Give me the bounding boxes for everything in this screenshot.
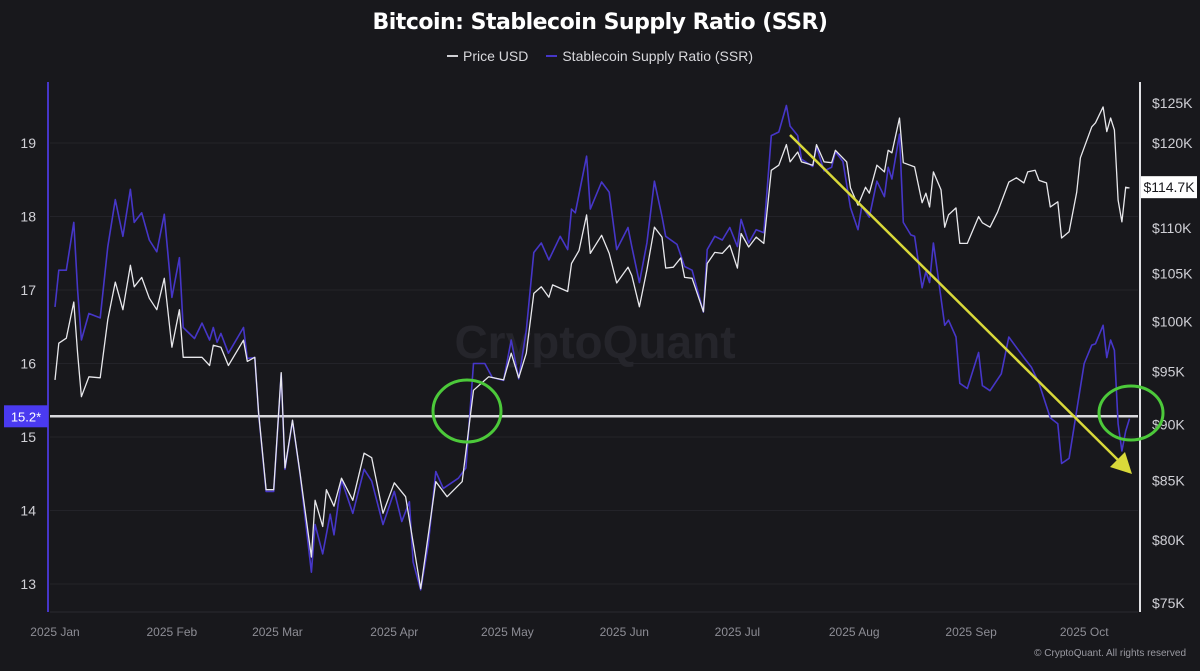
right-axis-tick-label: $85K — [1152, 472, 1185, 488]
price-last-label: $114.7K — [1143, 179, 1195, 195]
left-axis-tick-label: 15 — [20, 429, 36, 445]
right-axis-tick-label: $105K — [1152, 266, 1193, 282]
highlight-circle-april — [431, 378, 503, 444]
trend-arrow-head-icon — [1110, 452, 1132, 474]
left-axis-tick-label: 19 — [20, 135, 36, 151]
ssr-level-badge: 15.2* — [4, 405, 48, 428]
left-axis-tick-label: 13 — [20, 576, 36, 592]
chart-legend: Price USD Stablecoin Supply Ratio (SSR) — [0, 48, 1200, 64]
x-axis-tick-label: 2025 Jun — [600, 625, 649, 639]
chart-title: Bitcoin: Stablecoin Supply Ratio (SSR) — [372, 10, 829, 35]
x-axis-tick-label: 2025 Jul — [715, 625, 760, 639]
x-axis-tick-label: 2025 Oct — [1060, 625, 1109, 639]
legend-swatch-price — [446, 55, 458, 57]
trend-arrow-line — [789, 134, 1119, 461]
right-axis-tick-label: $125K — [1152, 95, 1193, 111]
right-axis-tick-label: $80K — [1152, 532, 1185, 548]
right-axis-ticks: $75K$80K$85K$90K$95K$100K$105K$110K$120K… — [1152, 95, 1193, 611]
series-ssr-line — [54, 104, 1131, 591]
x-axis-ticks: 2025 Jan 2025 Feb 2025 Mar 2025 Apr 2025 May… — [30, 625, 1109, 639]
x-axis-tick-label: 2025 Apr — [370, 625, 418, 639]
legend-swatch-ssr — [546, 55, 558, 57]
right-axis-tick-label: $100K — [1152, 313, 1193, 329]
x-axis-tick-label: 2025 Sep — [945, 625, 997, 639]
legend-label-price: Price USD — [462, 48, 529, 64]
left-axis-tick-label: 17 — [20, 282, 36, 298]
right-axis-tick-label: $110K — [1152, 220, 1192, 236]
legend-item-price[interactable]: Price USD — [446, 48, 529, 64]
copyright-footer: © CryptoQuant. All rights reserved — [1034, 648, 1186, 659]
x-axis-tick-label: 2025 May — [481, 625, 534, 639]
left-axis-tick-label: 18 — [20, 209, 36, 225]
ssr-level-label: 15.2* — [11, 409, 41, 424]
left-axis-tick-label: 14 — [20, 503, 36, 519]
series-price-line — [54, 106, 1130, 590]
price-last-badge: $114.7K — [1141, 176, 1197, 199]
left-axis-ticks: 13 14 15 16 17 18 19 — [20, 135, 36, 592]
x-axis-tick-label: 2025 Feb — [147, 625, 198, 639]
legend-item-ssr[interactable]: Stablecoin Supply Ratio (SSR) — [546, 48, 753, 64]
right-axis-tick-label: $95K — [1152, 364, 1185, 380]
x-axis-tick-label: 2025 Mar — [252, 625, 303, 639]
legend-label-ssr: Stablecoin Supply Ratio (SSR) — [562, 48, 753, 64]
x-axis-tick-label: 2025 Aug — [829, 625, 880, 639]
right-axis-tick-label: $120K — [1152, 135, 1193, 151]
watermark: CryptoQuant — [454, 316, 735, 368]
x-axis-tick-label: 2025 Jan — [30, 625, 79, 639]
right-axis-tick-label: $75K — [1152, 595, 1185, 611]
left-axis-tick-label: 16 — [20, 356, 36, 372]
highlight-circle-october — [1097, 384, 1165, 442]
